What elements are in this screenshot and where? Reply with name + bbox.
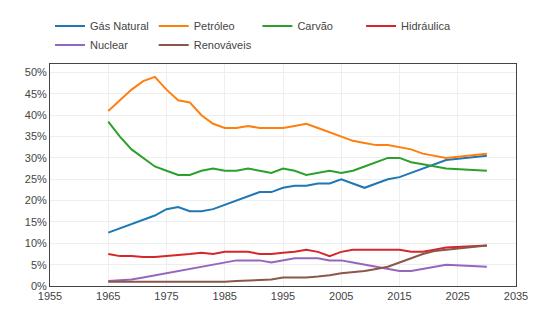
svg-text:25%: 25% [25,173,47,185]
svg-text:Hidráulica: Hidráulica [401,20,451,32]
svg-text:10%: 10% [25,237,47,249]
svg-text:5%: 5% [31,259,47,271]
svg-text:1985: 1985 [213,290,237,302]
svg-text:1995: 1995 [271,290,295,302]
svg-text:2015: 2015 [387,290,411,302]
svg-text:Gás Natural: Gás Natural [90,20,149,32]
svg-text:1975: 1975 [154,290,178,302]
svg-text:0%: 0% [31,280,47,292]
svg-text:Petróleo: Petróleo [194,20,235,32]
svg-text:15%: 15% [25,216,47,228]
svg-text:1955: 1955 [38,290,62,302]
svg-text:2005: 2005 [329,290,353,302]
svg-text:1965: 1965 [96,290,120,302]
svg-text:40%: 40% [25,109,47,121]
svg-text:35%: 35% [25,130,47,142]
svg-text:45%: 45% [25,88,47,100]
svg-text:Nuclear: Nuclear [90,39,128,51]
svg-text:2035: 2035 [504,290,528,302]
svg-text:30%: 30% [25,152,47,164]
svg-text:Carvão: Carvão [297,20,332,32]
svg-text:50%: 50% [25,66,47,78]
svg-text:2025: 2025 [446,290,470,302]
svg-text:Renováveis: Renováveis [194,39,252,51]
svg-text:20%: 20% [25,194,47,206]
